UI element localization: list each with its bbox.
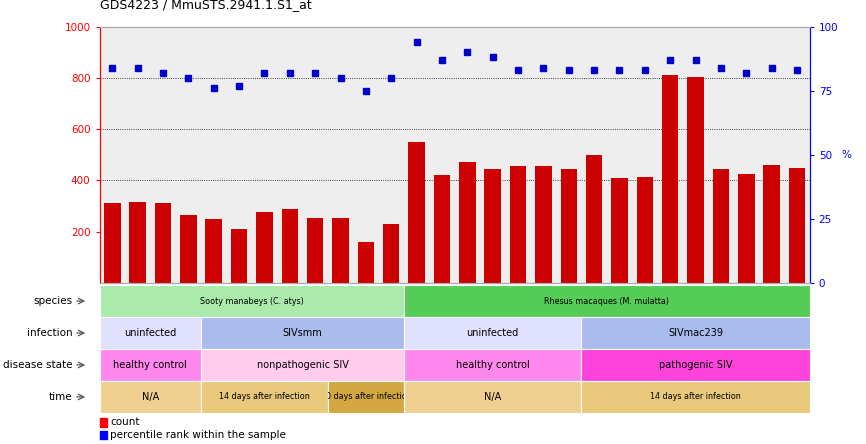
Text: time: time: [48, 392, 72, 402]
Bar: [434, 175, 450, 283]
Text: 14 days after infection: 14 days after infection: [219, 392, 310, 401]
Bar: [256, 212, 273, 283]
Text: disease state: disease state: [3, 360, 72, 370]
Bar: [383, 224, 399, 283]
Bar: [586, 155, 603, 283]
Bar: [180, 215, 197, 283]
Bar: [100, 431, 107, 440]
Text: nonpathogenic SIV: nonpathogenic SIV: [256, 360, 348, 370]
Bar: [104, 203, 120, 283]
Bar: [100, 418, 107, 427]
Text: GDS4223 / MmuSTS.2941.1.S1_at: GDS4223 / MmuSTS.2941.1.S1_at: [100, 0, 312, 11]
Bar: [231, 229, 248, 283]
Text: species: species: [33, 296, 72, 306]
Bar: [560, 169, 577, 283]
Bar: [637, 177, 653, 283]
Text: 30 days after infection: 30 days after infection: [320, 392, 411, 401]
Bar: [789, 167, 805, 283]
Text: healthy control: healthy control: [456, 360, 530, 370]
Bar: [484, 169, 501, 283]
Bar: [459, 163, 475, 283]
Bar: [281, 209, 298, 283]
Text: infection: infection: [27, 328, 72, 338]
Text: Rhesus macaques (M. mulatta): Rhesus macaques (M. mulatta): [545, 297, 669, 305]
Text: count: count: [111, 417, 140, 428]
Text: uninfected: uninfected: [467, 328, 519, 338]
Bar: [738, 174, 754, 283]
Text: N/A: N/A: [142, 392, 159, 402]
Bar: [333, 218, 349, 283]
Bar: [688, 77, 704, 283]
Text: pathogenic SIV: pathogenic SIV: [659, 360, 733, 370]
Text: healthy control: healthy control: [113, 360, 187, 370]
Text: 14 days after infection: 14 days after infection: [650, 392, 741, 401]
Text: SIVmac239: SIVmac239: [668, 328, 723, 338]
Text: N/A: N/A: [484, 392, 501, 402]
Bar: [713, 169, 729, 283]
Bar: [535, 166, 552, 283]
Bar: [662, 75, 678, 283]
Bar: [764, 165, 780, 283]
Bar: [358, 242, 374, 283]
Y-axis label: %: %: [842, 150, 851, 160]
Bar: [205, 219, 222, 283]
Bar: [129, 202, 145, 283]
Text: uninfected: uninfected: [124, 328, 177, 338]
Bar: [611, 178, 628, 283]
Text: SIVsmm: SIVsmm: [282, 328, 322, 338]
Bar: [307, 218, 323, 283]
Bar: [510, 166, 527, 283]
Text: percentile rank within the sample: percentile rank within the sample: [111, 430, 287, 440]
Bar: [155, 203, 171, 283]
Text: Sooty manabeys (C. atys): Sooty manabeys (C. atys): [200, 297, 304, 305]
Bar: [409, 142, 425, 283]
